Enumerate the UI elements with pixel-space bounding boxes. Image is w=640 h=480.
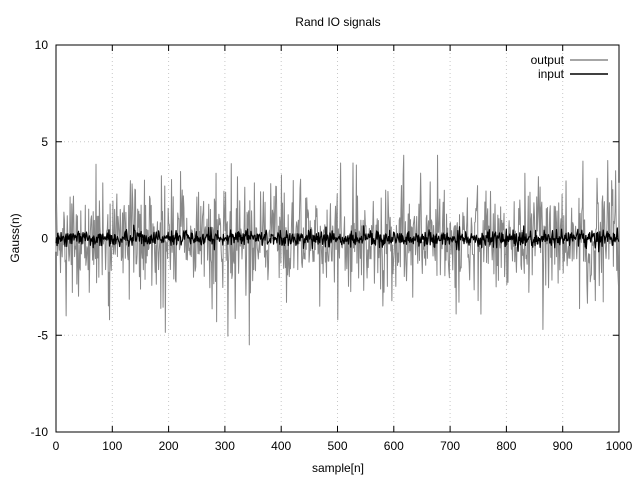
x-tick-label-300: 300 (215, 439, 235, 453)
x-tick-label-500: 500 (327, 439, 347, 453)
series-line-input (55, 224, 620, 253)
legend: output input (531, 53, 608, 81)
x-tick-label-200: 200 (159, 439, 179, 453)
chart-title: Rand IO signals (295, 15, 380, 29)
x-tick-label-0: 0 (53, 439, 60, 453)
legend-label-input: input (538, 67, 565, 81)
grid (56, 45, 619, 432)
legend-label-output: output (531, 53, 565, 67)
y-tick-label-5: 5 (41, 135, 48, 149)
x-tick-label-1000: 1000 (606, 439, 633, 453)
series-line-output (55, 154, 620, 346)
y-axis-label: Gauss(n) (8, 213, 22, 262)
x-tick-label-900: 900 (553, 439, 573, 453)
y-tick-label-10: 10 (35, 38, 49, 52)
y-tick-label-0: 0 (41, 232, 48, 246)
x-tick-label-800: 800 (496, 439, 516, 453)
x-tick-label-700: 700 (440, 439, 460, 453)
series-group (55, 154, 620, 346)
x-tick-label-600: 600 (384, 439, 404, 453)
x-axis-label: sample[n] (312, 461, 364, 475)
x-tick-label-100: 100 (102, 439, 122, 453)
axis-ticks: 0 100 200 300 400 500 600 700 800 900 1000 -10 -5 0 5 1… (31, 38, 633, 453)
y-tick-label--10: -10 (31, 425, 49, 439)
x-tick-label-400: 400 (271, 439, 291, 453)
y-tick-label--5: -5 (37, 328, 48, 342)
